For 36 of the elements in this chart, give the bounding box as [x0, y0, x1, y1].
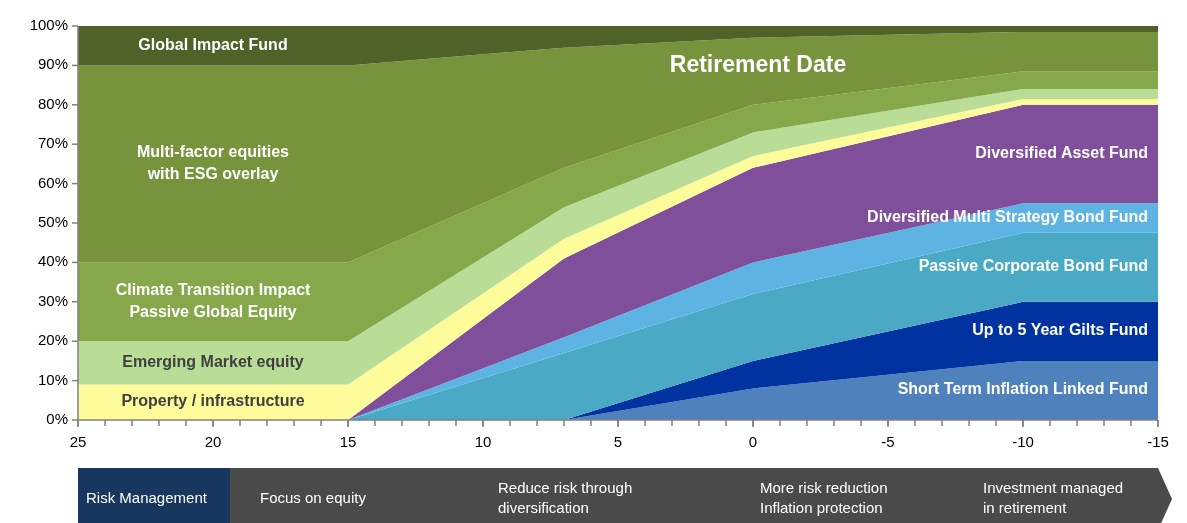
- y-tick-label: 50%: [37, 212, 68, 230]
- y-tick-label: 0%: [46, 409, 68, 427]
- x-tick-label: 25: [69, 433, 87, 450]
- y-tick-label: 30%: [37, 291, 68, 309]
- series-label: Diversified Asset Fund: [975, 144, 1148, 162]
- x-tick-label: -10: [1012, 433, 1034, 450]
- x-tick-label: -5: [881, 433, 895, 450]
- series-label: Emerging Market equity: [122, 353, 304, 371]
- y-tick-label: 100%: [29, 15, 68, 33]
- series-label: Diversified Multi Strategy Bond Fund: [867, 208, 1148, 226]
- text: Investment managed in retirement: [983, 478, 1124, 517]
- text: Focus on equity: [260, 488, 367, 506]
- text: Reduce risk through diversification: [498, 478, 633, 517]
- y-tick-label: 80%: [37, 94, 68, 112]
- x-tick-label: 15: [339, 433, 357, 450]
- x-tick-label: 10: [474, 433, 492, 450]
- series-label: Multi-factor equities with ESG overlay: [136, 143, 290, 182]
- series-label: Short Term Inflation Linked Fund: [897, 380, 1148, 398]
- y-tick-label: 20%: [37, 331, 68, 349]
- y-tick-label: 90%: [37, 55, 68, 73]
- y-tick-label: 40%: [37, 252, 68, 270]
- series-label: Up to 5 Year Gilts Fund: [972, 321, 1148, 339]
- x-tick-label: 20: [204, 433, 222, 450]
- x-tick-label: 0: [748, 433, 758, 450]
- series-label: Property / infrastructure: [121, 392, 305, 410]
- text: Risk Management: [86, 488, 208, 506]
- x-tick-label: 5: [613, 433, 623, 450]
- y-tick-label: 70%: [37, 134, 68, 152]
- y-tick-label: 60%: [37, 173, 68, 191]
- text: More risk reduction Inflation protection: [760, 478, 888, 517]
- series-label: Global Impact Fund: [138, 35, 288, 53]
- y-tick-label: 10%: [37, 370, 68, 388]
- x-tick-label: -15: [1147, 433, 1169, 450]
- series-label: Passive Corporate Bond Fund: [918, 257, 1148, 275]
- annotation: Retirement Date: [669, 51, 847, 78]
- series-label: Climate Transition Impact Passive Global Equity: [115, 281, 312, 320]
